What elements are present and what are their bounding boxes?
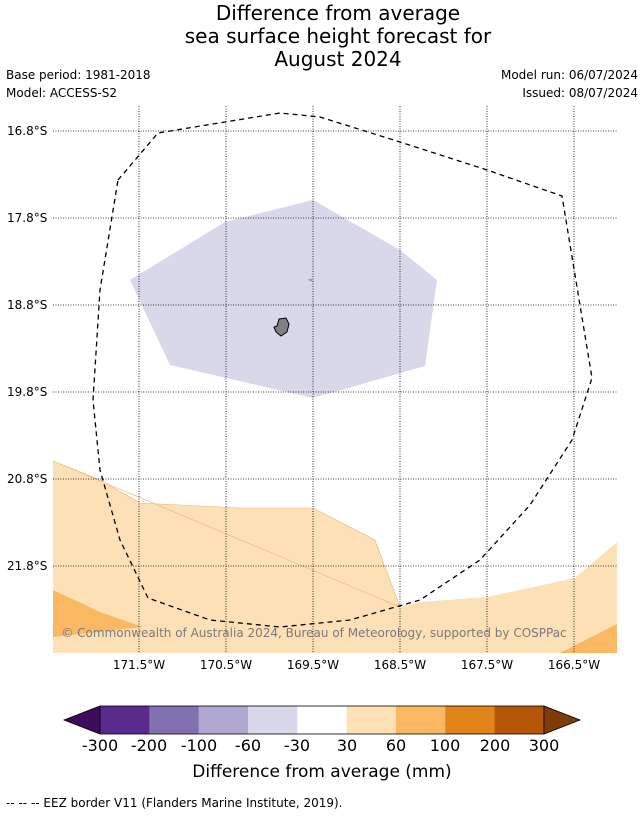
eez-legend-note: -- -- -- EEZ border V11 (Flanders Marine… (6, 796, 343, 810)
colorbar-extend-low (62, 705, 101, 735)
model-run: Model run: 06/07/2024 (500, 68, 638, 82)
reef-marker (308, 279, 314, 282)
meta-right: Model run: 06/07/2024 Issued: 08/07/2024 (501, 66, 638, 102)
lat-label-4: 19.8°S (7, 385, 47, 399)
title-line-1: Difference from average (215, 1, 461, 25)
eez-border (92, 112, 593, 628)
colorbar-segment (198, 706, 249, 734)
latitude-labels: 16.8°S 17.8°S 18.8°S 19.8°S 20.8°S 21.8°… (7, 124, 47, 573)
model-name: Model: ACCESS-S2 (6, 86, 118, 100)
lon-label-3: 169.5°W (287, 658, 339, 672)
anomaly-neg30-area (130, 200, 437, 398)
anomaly-pos30-area-west (53, 461, 617, 653)
map-title: Difference from average sea surface heig… (0, 2, 644, 71)
cb-tick-6: 30 (336, 736, 358, 755)
anomaly-pos60-area-east (560, 624, 617, 653)
colorbar-segment (247, 706, 298, 734)
cb-tick-8: 100 (429, 736, 461, 755)
gridlines (53, 106, 617, 653)
lat-label-1: 16.8°S (7, 124, 47, 138)
cb-tick-9: 200 (479, 736, 511, 755)
colorbar-extend-high (543, 705, 582, 735)
issued-date: Issued: 08/07/2024 (522, 86, 638, 100)
lon-label-5: 167.5°W (461, 658, 513, 672)
cb-tick-1: -300 (81, 736, 119, 755)
lat-label-6: 21.8°S (7, 559, 47, 573)
cb-tick-4: -60 (234, 736, 262, 755)
lat-label-3: 18.8°S (7, 298, 47, 312)
colorbar (62, 705, 582, 735)
title-line-2: sea surface height forecast for (184, 24, 492, 48)
lon-label-2: 170.5°W (200, 658, 252, 672)
lon-label-4: 168.5°W (374, 658, 426, 672)
longitude-labels: 171.5°W 170.5°W 169.5°W 168.5°W 167.5°W … (113, 658, 600, 672)
colorbar-segment (445, 706, 496, 734)
colorbar-segment (494, 706, 545, 734)
colorbar-segment (346, 706, 397, 734)
colorbar-title: Difference from average (mm) (192, 762, 452, 782)
lon-label-1: 171.5°W (113, 658, 165, 672)
lon-label-6: 166.5°W (548, 658, 600, 672)
cb-tick-2: -200 (130, 736, 168, 755)
colorbar-segment (297, 706, 348, 734)
title-line-3: August 2024 (274, 47, 402, 71)
lat-label-5: 20.8°S (7, 472, 47, 486)
colorbar-segment (395, 706, 446, 734)
island-land (273, 317, 290, 337)
cb-tick-7: 60 (385, 736, 407, 755)
cb-tick-10: 300 (528, 736, 560, 755)
cb-tick-3: -100 (180, 736, 218, 755)
colorbar-segment (149, 706, 200, 734)
copyright-notice: © Commonwealth of Australia 2024, Bureau… (61, 626, 566, 640)
anomaly-pos30-edge-lines (52, 460, 401, 608)
colorbar-segment (100, 706, 150, 734)
meta-left: Base period: 1981-2018 Model: ACCESS-S2 (6, 66, 151, 102)
cb-tick-5: -30 (283, 736, 311, 755)
lat-label-2: 17.8°S (7, 211, 47, 225)
base-period: Base period: 1981-2018 (6, 68, 151, 82)
anomaly-pos60-area-west (53, 590, 143, 637)
